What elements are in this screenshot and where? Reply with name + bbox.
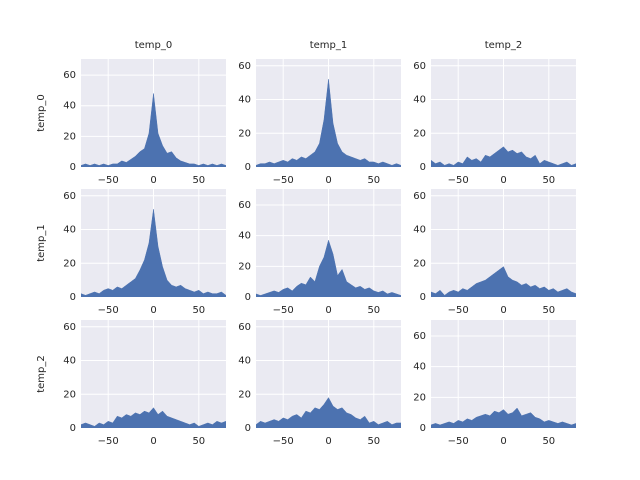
x-tick-label: −50 <box>448 175 469 186</box>
y-tick-label: 0 <box>420 162 426 173</box>
area <box>81 93 226 167</box>
x-tick-label: −50 <box>98 305 119 316</box>
y-tick-label: 20 <box>413 128 426 139</box>
y-axis-label: temp_2 <box>36 355 47 393</box>
y-tick-label: 0 <box>420 292 426 303</box>
x-tick-label: −50 <box>448 305 469 316</box>
y-tick-label: 0 <box>245 292 251 303</box>
y-tick-label: 0 <box>245 162 251 173</box>
subplot-title: temp_2 <box>485 40 523 51</box>
y-tick-label: 40 <box>238 356 251 367</box>
x-tick-label: −50 <box>273 436 294 447</box>
y-tick-label: 60 <box>238 200 251 211</box>
y-tick-label: 60 <box>238 322 251 333</box>
x-tick-label: −50 <box>98 175 119 186</box>
y-tick-label: 0 <box>70 162 76 173</box>
x-tick-label: 50 <box>192 175 205 186</box>
y-tick-label: 20 <box>63 258 76 269</box>
x-tick-label: 0 <box>325 175 331 186</box>
y-axis-label: temp_1 <box>36 224 47 262</box>
y-tick-label: 20 <box>413 258 426 269</box>
y-tick-label: 40 <box>63 356 76 367</box>
y-tick-label: 20 <box>63 389 76 400</box>
x-tick-label: −50 <box>98 436 119 447</box>
y-tick-label: 20 <box>63 131 76 142</box>
x-tick-label: 0 <box>325 305 331 316</box>
y-tick-label: 20 <box>238 128 251 139</box>
x-tick-label: −50 <box>273 305 294 316</box>
x-tick-label: 50 <box>542 305 555 316</box>
y-tick-label: 40 <box>413 362 426 373</box>
y-tick-label: 40 <box>63 101 76 112</box>
y-tick-label: 60 <box>63 191 76 202</box>
x-tick-label: 0 <box>150 305 156 316</box>
y-tick-label: 40 <box>413 225 426 236</box>
y-tick-label: 60 <box>413 61 426 72</box>
x-tick-label: 50 <box>367 175 380 186</box>
y-tick-label: 40 <box>238 231 251 242</box>
subplot-title: temp_1 <box>310 40 348 51</box>
x-tick-label: −50 <box>273 175 294 186</box>
x-tick-label: 0 <box>325 436 331 447</box>
area <box>81 407 226 428</box>
y-tick-label: 60 <box>63 70 76 81</box>
y-tick-label: 20 <box>238 389 251 400</box>
y-tick-label: 0 <box>70 292 76 303</box>
x-tick-label: 0 <box>500 436 506 447</box>
area <box>256 397 401 428</box>
x-tick-label: 0 <box>150 175 156 186</box>
x-tick-label: 50 <box>542 175 555 186</box>
y-tick-label: 60 <box>413 191 426 202</box>
y-tick-label: 20 <box>238 261 251 272</box>
x-tick-label: 50 <box>192 436 205 447</box>
y-axis-label: temp_0 <box>36 94 47 132</box>
y-tick-label: 20 <box>413 392 426 403</box>
subplot-title: temp_0 <box>135 40 173 51</box>
x-tick-label: 50 <box>192 305 205 316</box>
y-tick-label: 60 <box>63 322 76 333</box>
y-tick-label: 0 <box>70 423 76 434</box>
y-tick-label: 40 <box>238 95 251 106</box>
y-tick-label: 40 <box>63 225 76 236</box>
area <box>81 209 226 297</box>
x-tick-label: 0 <box>150 436 156 447</box>
x-tick-label: 0 <box>500 175 506 186</box>
y-tick-label: 0 <box>245 423 251 434</box>
y-tick-label: 40 <box>413 95 426 106</box>
area <box>256 239 401 297</box>
area <box>431 266 576 297</box>
y-tick-label: 0 <box>420 423 426 434</box>
x-tick-label: 50 <box>542 436 555 447</box>
area <box>431 146 576 167</box>
x-tick-label: −50 <box>448 436 469 447</box>
area <box>431 407 576 428</box>
y-tick-label: 60 <box>413 331 426 342</box>
x-tick-label: 50 <box>367 436 380 447</box>
x-tick-label: 0 <box>500 305 506 316</box>
area <box>256 79 401 167</box>
x-tick-label: 50 <box>367 305 380 316</box>
y-tick-label: 60 <box>238 61 251 72</box>
